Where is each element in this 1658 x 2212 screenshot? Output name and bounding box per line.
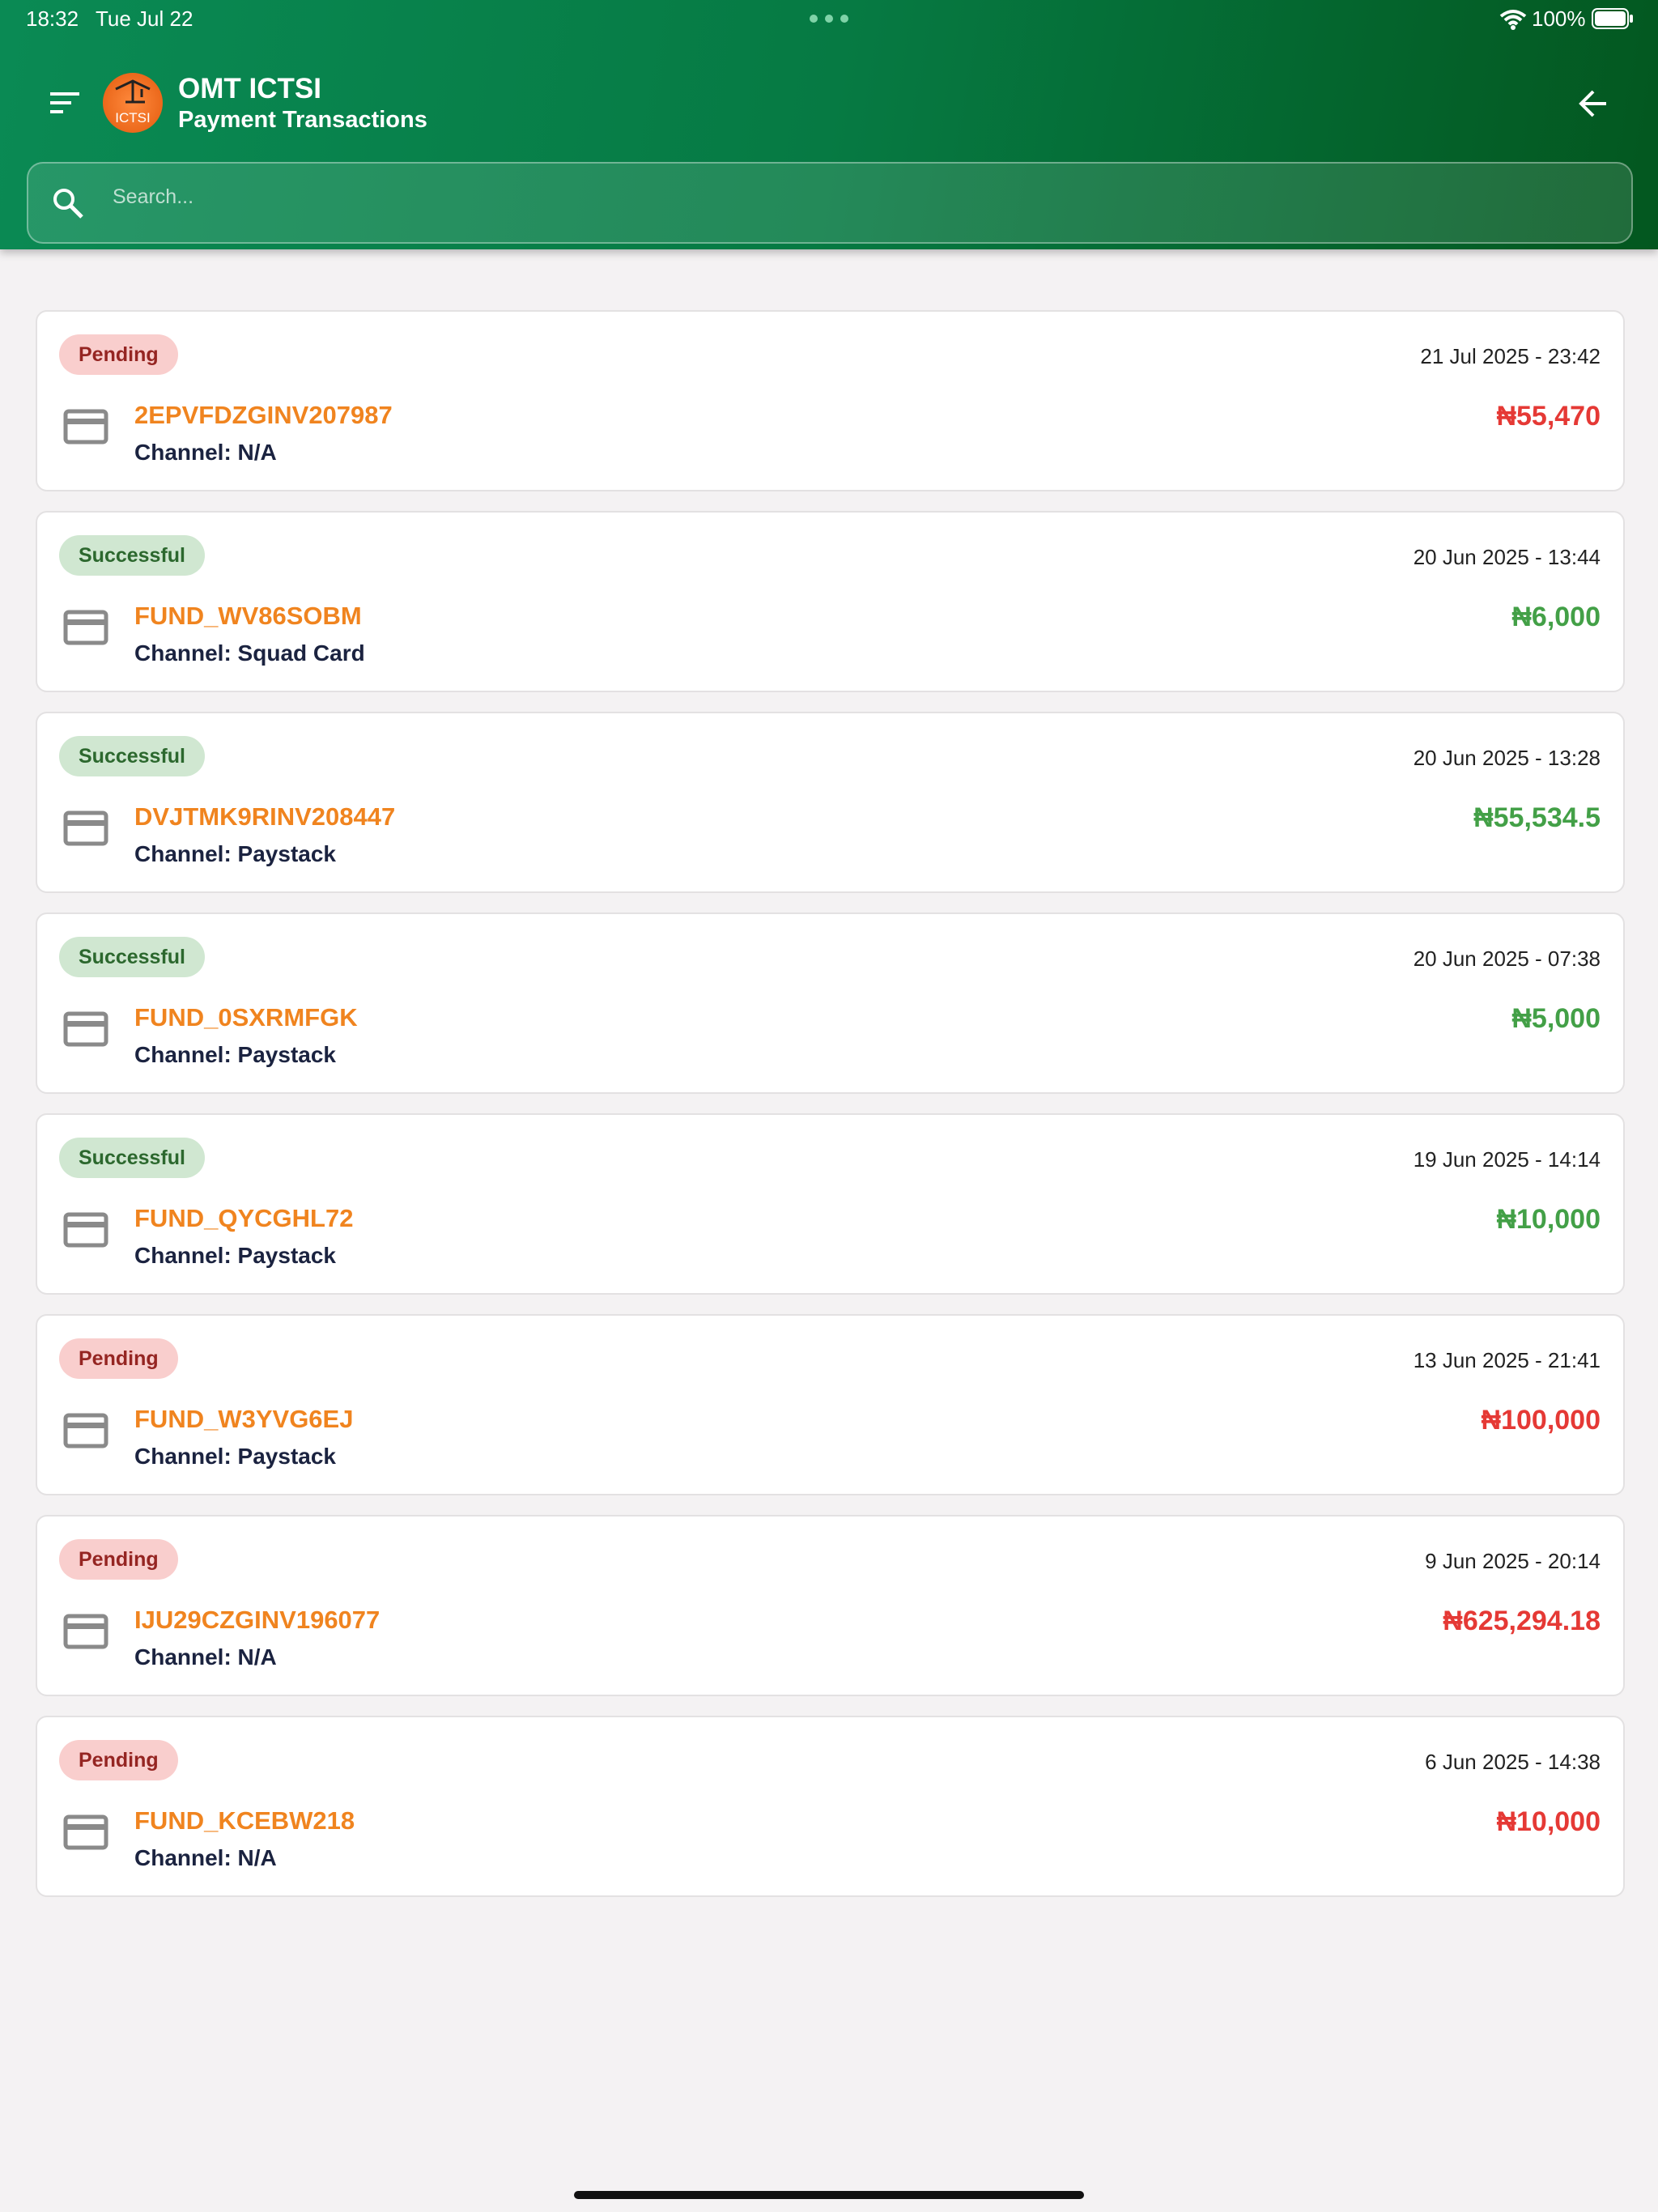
transaction-reference: DVJTMK9RINV208447 [134,802,396,831]
logo-text: ICTSI [115,110,151,125]
transaction-card[interactable]: Pending 9 Jun 2025 - 20:14 IJU29CZGINV1960… [36,1515,1625,1696]
multitask-dots[interactable] [808,13,850,24]
card-icon [63,1814,108,1850]
battery-text: 100% [1532,6,1586,31]
card-icon [63,610,108,645]
transaction-channel: Channel: N/A [134,1644,277,1670]
battery-icon [1592,8,1633,29]
transaction-card[interactable]: Successful 20 Jun 2025 - 13:28 DVJTMK9RINV… [36,712,1625,893]
transaction-date: 6 Jun 2025 - 14:38 [1425,1750,1601,1774]
card-icon [63,409,108,445]
search-field[interactable]: Search... [27,162,1633,244]
back-button[interactable] [1577,87,1609,120]
search-placeholder: Search... [113,185,194,208]
search-icon [53,189,83,219]
transaction-reference: FUND_W3YVG6EJ [134,1405,354,1433]
status-badge: Successful [59,736,206,776]
card-icon [63,1413,108,1448]
transaction-date: 20 Jun 2025 - 07:38 [1413,946,1601,971]
wifi-icon [1499,10,1527,30]
transaction-amount: ₦55,534.5 [1473,802,1601,833]
logo: ICTSI [103,73,163,133]
transaction-date: 21 Jul 2025 - 23:42 [1420,344,1601,368]
app-title: OMT ICTSI [178,73,321,104]
transaction-channel: Channel: Paystack [134,1243,336,1268]
transaction-card[interactable]: Successful 19 Jun 2025 - 14:14 FUND_QYCGHL… [36,1113,1625,1295]
app-header: 18:32 Tue Jul 22 100% ICTSI OMT ICTSI Pa… [0,0,1658,249]
transaction-card[interactable]: Successful 20 Jun 2025 - 13:44 FUND_WV86SO… [36,511,1625,692]
status-time: 18:32 [26,6,79,31]
card-icon [63,1011,108,1047]
logo-crane [115,79,151,104]
transaction-amount: ₦10,000 [1496,1806,1601,1837]
transaction-card[interactable]: Pending 21 Jul 2025 - 23:42 2EPVFDZGINV207… [36,310,1625,491]
card-icon [63,810,108,846]
transaction-reference: 2EPVFDZGINV207987 [134,401,393,429]
transaction-date: 20 Jun 2025 - 13:28 [1413,746,1601,770]
transaction-amount: ₦6,000 [1511,602,1601,632]
status-badge: Pending [59,1338,178,1379]
transaction-reference: FUND_0SXRMFGK [134,1003,358,1032]
transaction-channel: Channel: Paystack [134,841,336,866]
app-subtitle: Payment Transactions [178,107,427,133]
transaction-amount: ₦100,000 [1481,1405,1601,1436]
transaction-card[interactable]: Pending 13 Jun 2025 - 21:41 FUND_W3YVG6EJ C… [36,1314,1625,1495]
transaction-card[interactable]: Pending 6 Jun 2025 - 14:38 FUND_KCEBW218 Ch… [36,1716,1625,1897]
transaction-card[interactable]: Successful 20 Jun 2025 - 07:38 FUND_0SXRMF… [36,912,1625,1094]
transaction-amount: ₦5,000 [1511,1003,1601,1034]
transaction-channel: Channel: Squad Card [134,640,365,666]
status-date: Tue Jul 22 [96,6,193,31]
transaction-date: 9 Jun 2025 - 20:14 [1425,1549,1601,1573]
status-badge: Successful [59,535,206,576]
transaction-date: 13 Jun 2025 - 21:41 [1413,1348,1601,1372]
status-badge: Successful [59,937,206,977]
status-badge: Pending [59,334,178,375]
card-icon [63,1212,108,1248]
transaction-amount: ₦55,470 [1496,401,1601,432]
transaction-channel: Channel: Paystack [134,1042,336,1067]
transaction-amount: ₦625,294.18 [1443,1606,1601,1636]
status-badge: Pending [59,1740,178,1780]
transaction-channel: Channel: N/A [134,1845,277,1870]
transaction-reference: FUND_KCEBW218 [134,1806,355,1835]
menu-button[interactable] [49,91,81,115]
transaction-date: 19 Jun 2025 - 14:14 [1413,1147,1601,1172]
status-badge: Pending [59,1539,178,1580]
transaction-amount: ₦10,000 [1496,1204,1601,1235]
transaction-reference: IJU29CZGINV196077 [134,1606,380,1634]
transaction-reference: FUND_QYCGHL72 [134,1204,354,1232]
home-indicator [574,2191,1084,2199]
transaction-date: 20 Jun 2025 - 13:44 [1413,545,1601,569]
transaction-reference: FUND_WV86SOBM [134,602,362,630]
transaction-channel: Channel: N/A [134,440,277,465]
transaction-channel: Channel: Paystack [134,1444,336,1469]
status-badge: Successful [59,1138,206,1178]
card-icon [63,1614,108,1649]
